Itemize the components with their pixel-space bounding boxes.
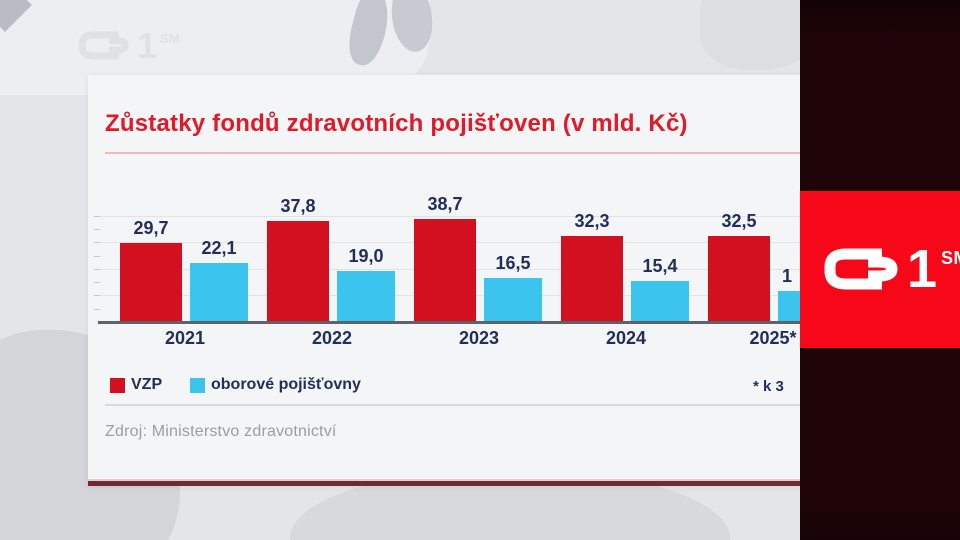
title-underline — [105, 152, 878, 154]
bar-oborove-2024 — [631, 281, 689, 322]
x-axis-category-label: 2021 — [164, 328, 206, 348]
gridline — [100, 268, 878, 270]
bar-value-label: 29,7 — [133, 218, 169, 238]
bar-oborove-2022 — [337, 271, 395, 322]
bar-oborove-2021 — [190, 263, 248, 322]
bar-vzp-2022 — [267, 221, 329, 322]
watermark-channel-superscript: SM — [160, 31, 180, 46]
y-axis-tick — [94, 228, 100, 230]
x-axis-category-label: 2023 — [458, 328, 500, 348]
x-axis-category-label: 2025* — [749, 328, 797, 348]
bar-value-label: 1 — [781, 266, 793, 286]
bar-value-label: 38,7 — [427, 194, 463, 214]
x-axis-category-label: 2022 — [311, 328, 353, 348]
channel-number: 1 — [907, 239, 938, 299]
bar-value-label: 16,5 — [495, 253, 531, 273]
bar-vzp-2021 — [120, 243, 182, 322]
channel-badge: 1 SM — [800, 191, 960, 348]
bar-value-label: 32,5 — [721, 211, 757, 231]
y-axis-tick — [94, 295, 100, 297]
ct-logo-icon — [824, 248, 898, 290]
channel-overlay-panel: 1 SM — [800, 0, 960, 540]
y-axis-tick — [94, 255, 100, 257]
x-axis-category-label: 2024 — [605, 328, 647, 348]
chart-card: Zůstatky fondů zdravotních pojišťoven (v… — [88, 75, 878, 486]
bar-oborove-2023 — [484, 278, 542, 322]
legend-swatch-oborove — [190, 378, 205, 393]
y-axis-tick — [94, 308, 100, 310]
bar-chart: 29,7 37,8 38,7 32,3 32,5 22,1 19,0 16,5 15,4 1 202… — [88, 75, 878, 481]
watermark-channel-number: 1 — [137, 25, 158, 66]
gridline — [100, 215, 878, 217]
card-bottom-accent — [88, 479, 878, 481]
bar-value-label: 15,4 — [642, 256, 678, 276]
source-line: Zdroj: Ministerstvo zdravotnictví — [105, 423, 337, 440]
bar-vzp-2024 — [561, 236, 623, 322]
bar-value-label: 37,8 — [280, 196, 316, 216]
bar-vzp-2025 — [708, 236, 770, 322]
legend-label-oborove: oborové pojišťovny — [211, 376, 361, 393]
legend-label-vzp: VZP — [131, 376, 163, 393]
bar-vzp-2023 — [414, 219, 476, 322]
y-axis-tick — [94, 268, 100, 270]
legend-divider — [105, 404, 878, 406]
chart-title: Zůstatky fondů zdravotních pojišťoven (v… — [105, 110, 688, 137]
y-axis-tick — [94, 242, 100, 244]
legend-swatch-vzp — [110, 378, 125, 393]
channel-superscript: SM — [941, 248, 960, 268]
channel-logo-block: 1 SM — [821, 239, 960, 299]
ct-logo-watermark-icon — [78, 31, 129, 60]
x-axis-line — [98, 321, 878, 324]
y-axis-tick — [94, 215, 100, 217]
footnote: * k 3 — [753, 378, 784, 395]
bar-value-label: 32,3 — [574, 211, 610, 231]
bar-value-label: 22,1 — [201, 238, 237, 258]
gridline — [100, 242, 878, 244]
channel-watermark: 1 SM — [76, 25, 180, 66]
bar-value-label: 19,0 — [348, 246, 384, 266]
y-axis-tick — [94, 282, 100, 284]
